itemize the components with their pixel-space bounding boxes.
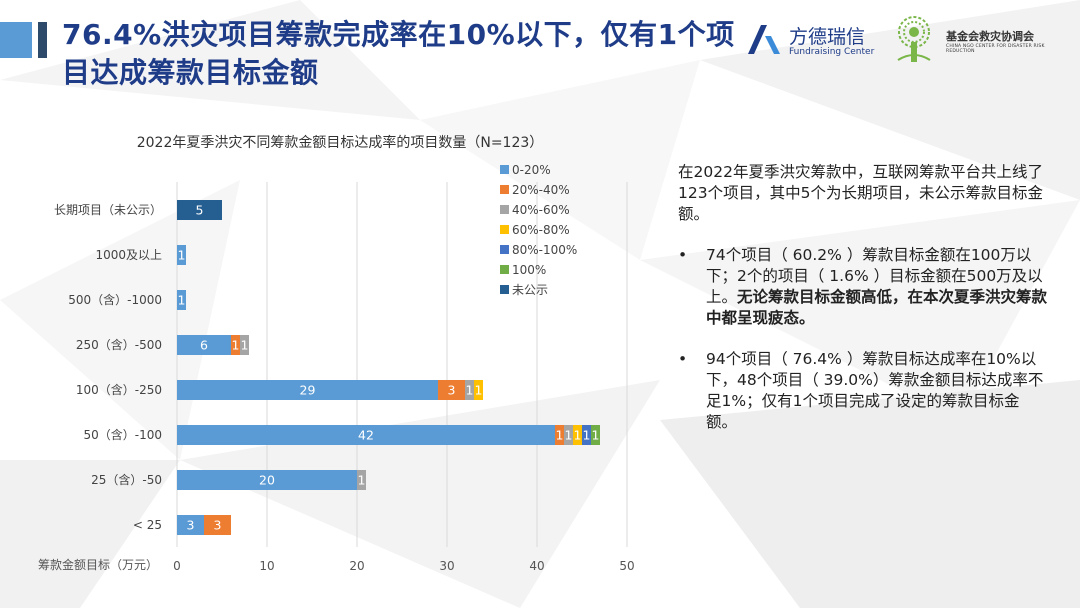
bar-segment-4-0 <box>177 380 438 400</box>
bar-segment-3-0 <box>177 335 231 355</box>
chart-title: 2022年夏季洪灾不同筹款金额目标达成率的项目数量（N=123） <box>137 134 544 151</box>
y-axis-title: 筹款金额目标（万元） <box>38 557 158 572</box>
bullet-2-text: 94个项目（ 76.4% ）筹款目标达成率在10%以下，48个项目（ 39.0%… <box>706 350 1044 431</box>
data-label-5-0: 42 <box>358 428 374 443</box>
legend-swatch-4 <box>500 245 509 254</box>
bar-segment-7-1 <box>204 515 231 535</box>
legend-label-0: 0-20% <box>512 163 551 177</box>
data-label-5-1: 1 <box>556 428 564 443</box>
data-label-4-3: 1 <box>475 383 483 398</box>
bar-segment-6-0 <box>177 470 357 490</box>
data-label-2-0: 1 <box>178 293 186 308</box>
bar-segment-7-0 <box>177 515 204 535</box>
x-tick-label-1: 10 <box>259 559 274 573</box>
data-label-7-1: 3 <box>214 518 222 533</box>
fundraising-center-logo: 方德瑞信 Fundraising Center <box>745 22 875 62</box>
bar-segment-4-3 <box>474 380 483 400</box>
title-accent-bar <box>0 22 32 58</box>
bullet-1-text: 74个项目（ 60.2% ）筹款目标金额在100万以下；2个的项目（ 1.6% … <box>706 246 1043 306</box>
data-label-1-0: 1 <box>178 248 186 263</box>
category-label-4: 100（含）-250 <box>76 382 162 397</box>
intro-text: 在2022年夏季洪灾筹款中，互联网筹款平台共上线了123个项目，其中5个为长期项… <box>678 163 1043 223</box>
bar-segment-5-4 <box>582 425 591 445</box>
china-ngo-logo: 基金会救灾协调会 CHINA NGO CENTER FOR DISASTER R… <box>888 14 1068 66</box>
data-label-4-2: 1 <box>466 383 474 398</box>
data-label-4-1: 3 <box>448 383 456 398</box>
legend-label-6: 未公示 <box>512 283 548 297</box>
fundraising-center-logo-icon <box>748 25 780 54</box>
legend-swatch-2 <box>500 205 509 214</box>
data-label-6-2: 1 <box>358 473 366 488</box>
x-tick-label-4: 40 <box>529 559 544 573</box>
bullet-2: • 94个项目（ 76.4% ）筹款目标达成率在10%以下，48个项目（ 39.… <box>678 349 1050 433</box>
data-label-5-2: 1 <box>565 428 573 443</box>
page-title: 76.4%洪灾项目筹款完成率在10%以下，仅有1个项目达成筹款目标金额 <box>62 18 735 89</box>
logo2-name: 基金会救灾协调会 <box>946 30 1034 43</box>
legend-swatch-3 <box>500 225 509 234</box>
title-accent-bar-dark <box>38 22 47 58</box>
data-label-3-0: 6 <box>200 338 208 353</box>
data-label-5-5: 1 <box>592 428 600 443</box>
legend-label-1: 20%-40% <box>512 183 570 197</box>
legend-label-5: 100% <box>512 263 546 277</box>
data-label-7-0: 3 <box>187 518 195 533</box>
category-label-1: 1000及以上 <box>95 248 162 262</box>
bullet-1-marker: • <box>678 246 688 264</box>
legend-label-3: 60%-80% <box>512 223 570 237</box>
bullet-1-bold-text: 无论筹款目标金额高低，在本次夏季洪灾筹款中都呈现疲态。 <box>706 288 1048 327</box>
logo1-sub: Fundraising Center <box>789 47 875 57</box>
category-label-6: 25（含）-50 <box>91 472 162 487</box>
bar-segment-3-1 <box>231 335 240 355</box>
legend-label-4: 80%-100% <box>512 243 577 257</box>
category-label-0: 长期项目（未公示） <box>54 203 162 217</box>
category-label-7: < 25 <box>133 518 162 532</box>
data-label-0-6: 5 <box>196 203 204 218</box>
bullet-1: • 74个项目（ 60.2% ）筹款目标金额在100万以下；2个的项目（ 1.6… <box>678 245 1050 329</box>
legend-label-2: 40%-60% <box>512 203 570 217</box>
logo1-name: 方德瑞信 <box>789 26 866 48</box>
bar-segment-1-0 <box>177 245 186 265</box>
category-label-3: 250（含）-500 <box>76 337 162 352</box>
description-panel: 在2022年夏季洪灾筹款中，互联网筹款平台共上线了123个项目，其中5个为长期项… <box>678 162 1050 453</box>
tree-icon <box>897 16 931 62</box>
bar-segment-2-0 <box>177 290 186 310</box>
x-tick-label-0: 0 <box>173 559 181 573</box>
stacked-bar-chart: 2022年夏季洪灾不同筹款金额目标达成率的项目数量（N=123） 0 10 20 30 4… <box>38 134 635 573</box>
legend-swatch-0 <box>500 165 509 174</box>
category-label-5: 50（含）-100 <box>83 427 162 442</box>
data-label-5-4: 1 <box>583 428 591 443</box>
logo2-sub: CHINA NGO CENTER FOR DISASTER RISK REDUC… <box>946 44 1045 54</box>
legend-swatch-1 <box>500 185 509 194</box>
data-label-3-2: 1 <box>241 338 249 353</box>
bar-segment-5-1 <box>555 425 564 445</box>
data-label-3-1: 1 <box>232 338 240 353</box>
bar-segment-0-6 <box>177 200 222 220</box>
x-tick-label-3: 30 <box>439 559 454 573</box>
bar-segment-5-5 <box>591 425 600 445</box>
category-label-2: 500（含）-1000 <box>68 292 162 307</box>
bar-segment-5-3 <box>573 425 582 445</box>
data-label-5-3: 1 <box>574 428 582 443</box>
bar-segment-4-2 <box>465 380 474 400</box>
bullet-2-marker: • <box>678 350 688 368</box>
legend-swatch-6 <box>500 285 509 294</box>
bar-segment-4-1 <box>438 380 465 400</box>
bar-segment-5-2 <box>564 425 573 445</box>
x-tick-label-2: 20 <box>349 559 364 573</box>
data-label-6-0: 20 <box>259 473 275 488</box>
bar-segment-6-2 <box>357 470 366 490</box>
legend-swatch-5 <box>500 265 509 274</box>
bar-segment-3-2 <box>240 335 249 355</box>
data-label-4-0: 29 <box>300 383 316 398</box>
bar-segment-5-0 <box>177 425 555 445</box>
x-tick-label-5: 50 <box>619 559 634 573</box>
